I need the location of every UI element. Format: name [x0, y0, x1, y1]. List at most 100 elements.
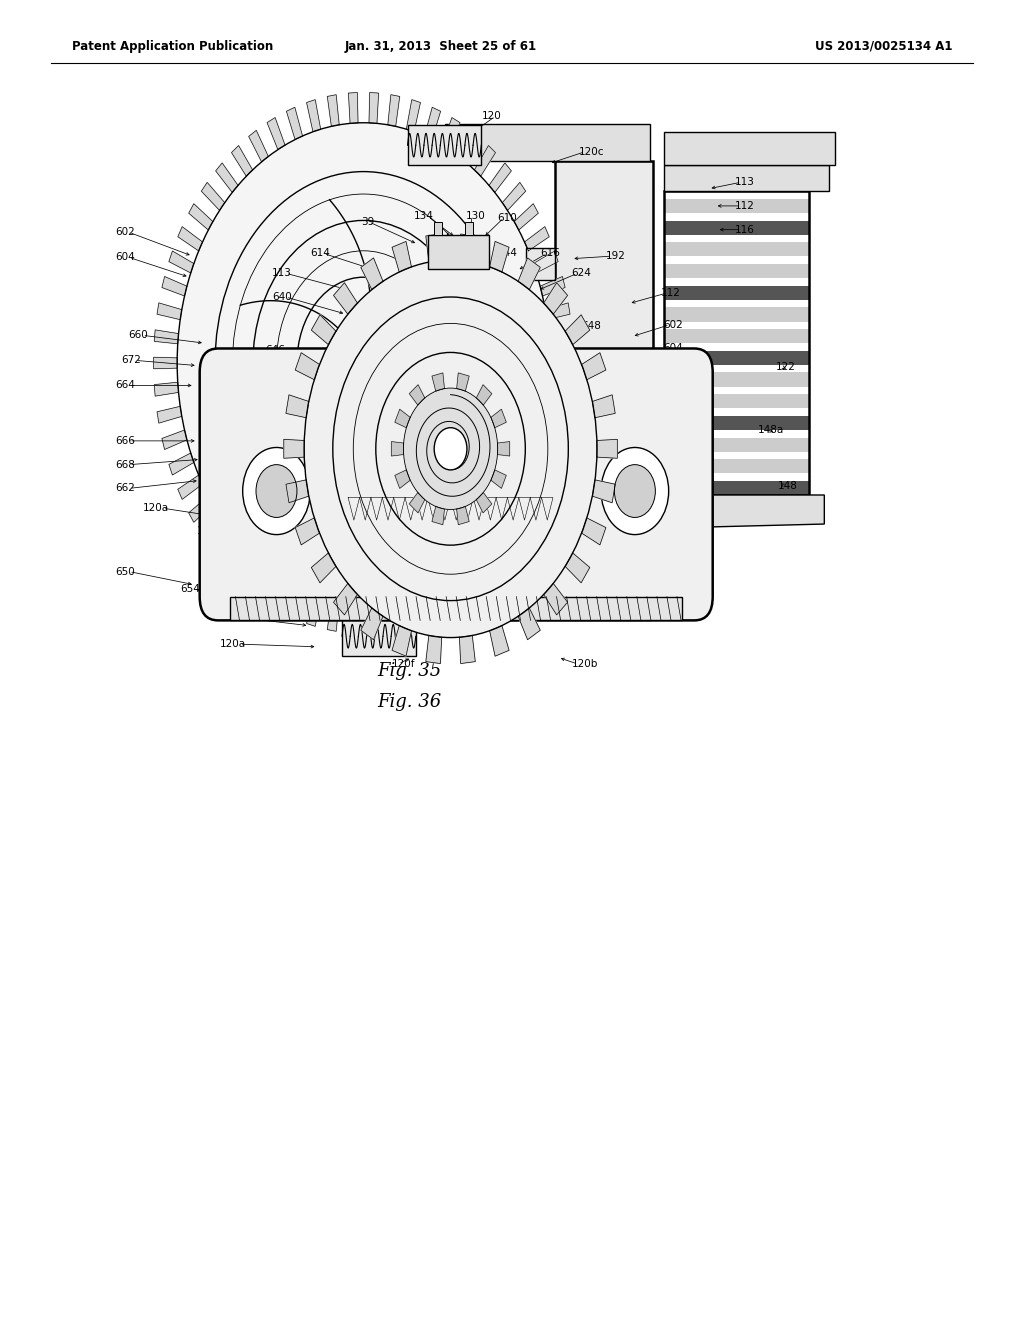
Polygon shape — [348, 603, 358, 634]
Text: Patent Application Publication: Patent Application Publication — [72, 40, 273, 53]
Text: 604: 604 — [664, 343, 683, 354]
Text: 656: 656 — [228, 612, 248, 623]
Bar — [664, 264, 809, 279]
Text: 148a: 148a — [758, 425, 784, 436]
Bar — [664, 416, 809, 430]
Polygon shape — [369, 92, 379, 123]
Polygon shape — [451, 498, 462, 520]
Text: 602: 602 — [664, 319, 683, 330]
Polygon shape — [459, 564, 478, 595]
Polygon shape — [334, 583, 357, 615]
Polygon shape — [162, 430, 187, 450]
Text: 120f: 120f — [392, 659, 416, 669]
Bar — [445, 124, 650, 161]
Polygon shape — [188, 203, 213, 230]
Polygon shape — [284, 440, 304, 458]
Polygon shape — [162, 276, 187, 296]
Polygon shape — [407, 594, 421, 627]
Polygon shape — [231, 145, 253, 176]
Polygon shape — [669, 495, 824, 528]
Text: 116: 116 — [735, 224, 755, 235]
Bar — [664, 191, 809, 495]
Polygon shape — [216, 162, 238, 193]
Polygon shape — [341, 330, 386, 396]
Polygon shape — [417, 498, 428, 520]
Polygon shape — [489, 162, 511, 193]
Polygon shape — [328, 95, 339, 127]
Polygon shape — [462, 498, 473, 520]
Text: 120a: 120a — [219, 639, 246, 649]
Polygon shape — [202, 182, 224, 210]
Circle shape — [601, 447, 669, 535]
Polygon shape — [526, 539, 555, 570]
Polygon shape — [286, 395, 309, 417]
Text: 668: 668 — [116, 459, 135, 470]
Bar — [664, 243, 809, 256]
Bar — [664, 285, 809, 300]
Text: 640: 640 — [272, 292, 292, 302]
Polygon shape — [489, 242, 509, 272]
Polygon shape — [287, 107, 302, 140]
Polygon shape — [371, 498, 382, 520]
Polygon shape — [459, 131, 478, 162]
Polygon shape — [540, 430, 565, 450]
Bar — [408, 125, 481, 165]
Bar — [465, 222, 473, 235]
Text: 120c: 120c — [579, 147, 604, 157]
Circle shape — [177, 123, 550, 603]
Bar — [664, 459, 809, 474]
Text: Fig. 35: Fig. 35 — [378, 661, 441, 680]
Polygon shape — [428, 498, 439, 520]
Polygon shape — [524, 475, 549, 499]
Text: 616: 616 — [541, 248, 560, 259]
Polygon shape — [597, 440, 617, 458]
Bar — [664, 308, 809, 322]
Polygon shape — [530, 498, 542, 520]
Polygon shape — [519, 498, 530, 520]
Polygon shape — [473, 498, 484, 520]
Polygon shape — [388, 95, 399, 127]
Text: 653: 653 — [255, 375, 274, 385]
Polygon shape — [249, 131, 268, 162]
Bar — [428, 235, 489, 269]
Text: 120a: 120a — [142, 503, 169, 513]
Text: Fig. 36: Fig. 36 — [378, 693, 441, 711]
Polygon shape — [425, 586, 440, 619]
Text: 122: 122 — [776, 362, 796, 372]
Polygon shape — [518, 257, 541, 289]
FancyBboxPatch shape — [200, 348, 713, 620]
Polygon shape — [508, 498, 519, 520]
Circle shape — [243, 447, 310, 535]
Polygon shape — [498, 442, 510, 455]
Polygon shape — [503, 516, 525, 544]
Circle shape — [353, 350, 374, 376]
Polygon shape — [426, 635, 441, 664]
Polygon shape — [311, 553, 336, 583]
Text: 610: 610 — [498, 213, 517, 223]
Text: 112: 112 — [735, 201, 755, 211]
Polygon shape — [549, 383, 572, 396]
Bar — [342, 616, 416, 656]
Polygon shape — [348, 498, 359, 520]
Polygon shape — [231, 550, 253, 581]
Polygon shape — [295, 517, 319, 545]
Text: Jan. 31, 2013  Sheet 25 of 61: Jan. 31, 2013 Sheet 25 of 61 — [344, 40, 537, 53]
Text: 656: 656 — [477, 565, 497, 576]
Circle shape — [434, 428, 467, 470]
Polygon shape — [306, 99, 321, 132]
Text: 654: 654 — [522, 565, 542, 576]
Text: 120c: 120c — [600, 565, 626, 576]
Polygon shape — [393, 498, 406, 520]
Polygon shape — [489, 626, 509, 656]
Bar — [434, 222, 442, 235]
Polygon shape — [311, 314, 336, 345]
Polygon shape — [582, 352, 606, 380]
Polygon shape — [503, 182, 525, 210]
Text: 624: 624 — [571, 268, 591, 279]
Bar — [664, 199, 809, 213]
Bar — [664, 372, 809, 387]
Bar — [555, 161, 653, 581]
Polygon shape — [476, 492, 492, 513]
Text: 39: 39 — [361, 216, 375, 227]
Polygon shape — [348, 92, 358, 123]
